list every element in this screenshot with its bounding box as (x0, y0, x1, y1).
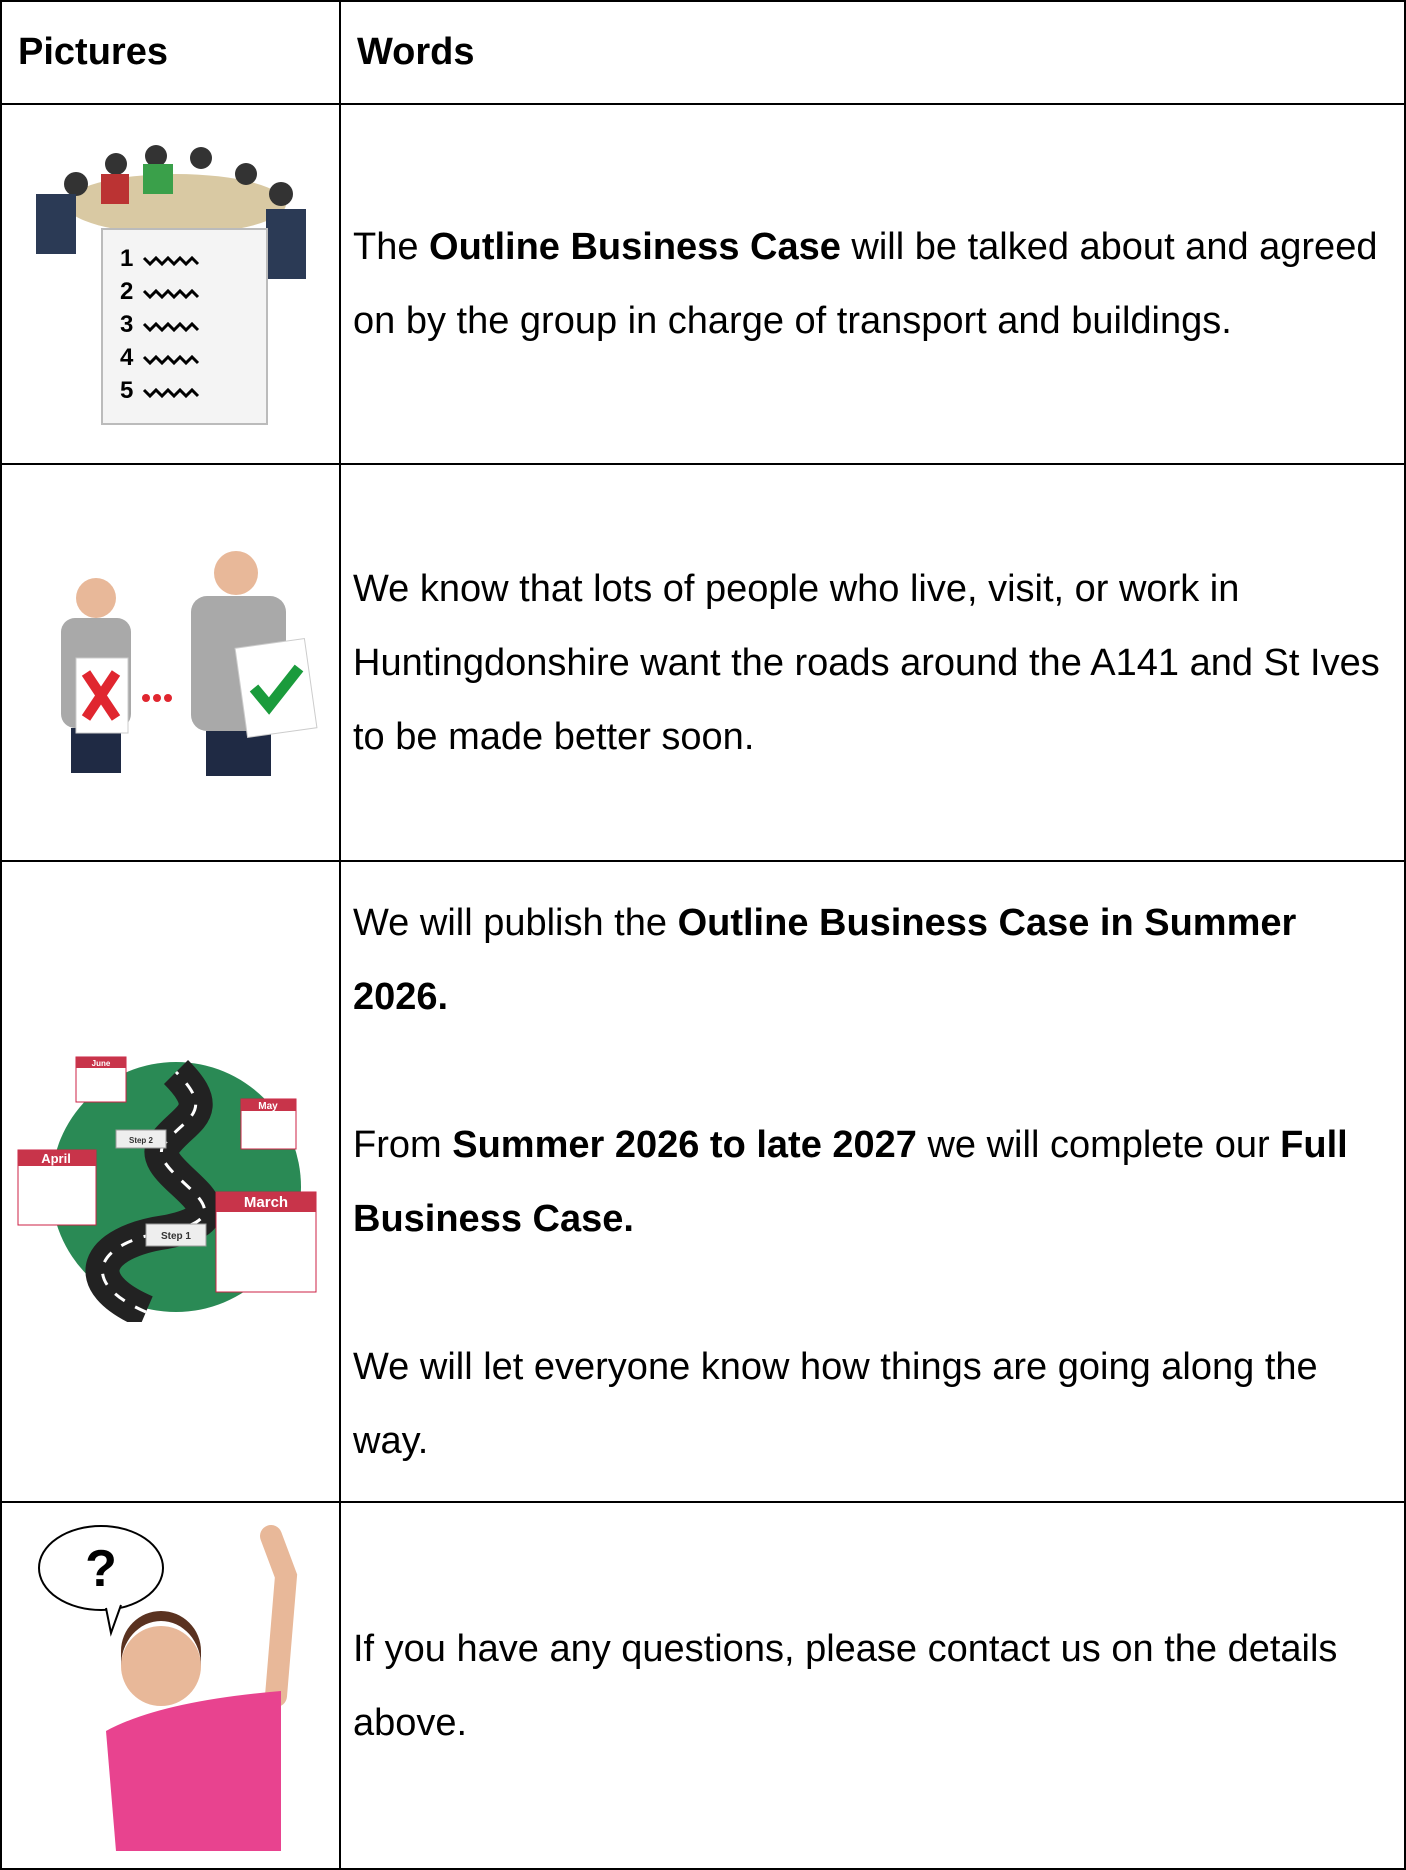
list-number: 1 (120, 245, 133, 272)
text: We will publish the (353, 901, 678, 944)
words-text: If you have any questions, please contac… (353, 1612, 1384, 1760)
words-text: We will publish the Outline Business Cas… (353, 886, 1384, 1478)
calendar-month: May (258, 1101, 278, 1112)
picture-cell: June May April March Step 1 Step 2 (0, 860, 339, 1501)
calendar-month: March (243, 1194, 287, 1211)
words-cell: The Outline Business Case will be talked… (339, 103, 1406, 463)
bold-text: Outline Business Case in Summer 2026. (353, 901, 1297, 1018)
text: If you have any questions, please contac… (353, 1627, 1338, 1744)
words-text: The Outline Business Case will be talked… (353, 210, 1384, 358)
picture-cell: ? (0, 1501, 339, 1870)
header-pictures: Pictures (0, 0, 339, 103)
paragraph: From Summer 2026 to late 2027 we will co… (353, 1108, 1384, 1256)
bold-text: Full Business Case. (353, 1123, 1348, 1240)
paragraph: If you have any questions, please contac… (353, 1612, 1384, 1760)
words-cell: We know that lots of people who live, vi… (339, 463, 1406, 860)
paragraph: We will let everyone know how things are… (353, 1330, 1384, 1478)
text: The (353, 226, 430, 268)
calendar-month: June (91, 1059, 110, 1068)
text: will be talked about and agreed on by th… (353, 226, 1378, 342)
picture-cell: 1 2 3 4 5 (0, 103, 339, 463)
paragraph: The Outline Business Case will be talked… (353, 210, 1384, 358)
list-number: 4 (120, 344, 134, 371)
text: From (353, 1123, 453, 1166)
bold-text: Outline Business Case (429, 226, 841, 268)
meeting-picture: 1 2 3 4 5 (35, 145, 306, 425)
words-cell: We will publish the Outline Business Cas… (339, 860, 1406, 1501)
calendar-month: April (41, 1151, 71, 1166)
roadmap-picture: June May April March Step 1 Step 2 (17, 1056, 316, 1322)
paragraph: We will publish the Outline Business Cas… (353, 886, 1384, 1034)
sign-label: Step 2 (128, 1136, 153, 1145)
list-number: 3 (120, 311, 133, 338)
thumbs-picture (60, 550, 317, 776)
words-text: We know that lots of people who live, vi… (353, 552, 1384, 774)
list-number: 2 (120, 278, 133, 305)
paragraph: We know that lots of people who live, vi… (353, 552, 1384, 774)
sign-label: Step 1 (160, 1231, 190, 1242)
list-number: 5 (120, 377, 133, 404)
text: we will complete our (916, 1123, 1281, 1166)
text: We know that lots of people who live, vi… (353, 567, 1380, 758)
bold-text: Summer 2026 to late 2027 (452, 1123, 917, 1166)
picture-cell (0, 463, 339, 860)
words-cell: If you have any questions, please contac… (339, 1501, 1406, 1870)
header-words: Words (339, 0, 1406, 103)
question-mark: ? (85, 1540, 117, 1598)
text: We will let everyone know how things are… (353, 1345, 1318, 1462)
question-picture: ? (37, 1524, 297, 1851)
